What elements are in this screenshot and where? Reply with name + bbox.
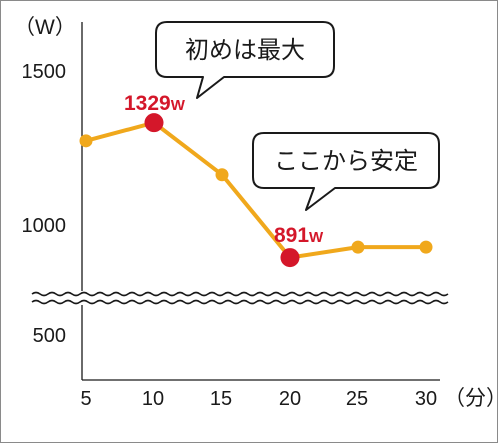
axis-break-wave-bottom [31,299,449,305]
stable-value-label: 891W [274,224,324,247]
data-point-15 [215,168,229,182]
y-tick-label-1500: 1500 [22,61,67,83]
data-point-10-highlight [144,113,164,133]
data-point-30 [419,240,433,254]
axis-break [30,291,449,305]
y-axis-unit: （W） [14,16,76,39]
callout-stable: ここから安定 [252,132,440,211]
x-tick-label-25: 25 [346,388,368,410]
x-tick-label-20: 20 [279,388,301,410]
data-point-5 [79,134,93,148]
callout-max-text: 初めは最大 [185,36,305,64]
x-tick-label-10: 10 [142,388,164,410]
x-tick-label-5: 5 [80,388,91,410]
series-points [79,113,433,268]
series-line [84,120,428,260]
callout-stable-text: ここから安定 [274,147,418,175]
y-tick-label-1000: 1000 [22,215,67,237]
data-point-25 [351,240,365,254]
peak-value-label: 1329W [124,92,186,115]
data-point-20-highlight [280,248,300,268]
x-axis-unit: （分） [444,387,500,410]
axis-break-wave-top [31,291,449,297]
x-tick-label-15: 15 [210,388,232,410]
x-tick-label-30: 30 [415,388,437,410]
callout-max: 初めは最大 [155,21,335,99]
y-tick-label-500: 500 [33,325,66,347]
